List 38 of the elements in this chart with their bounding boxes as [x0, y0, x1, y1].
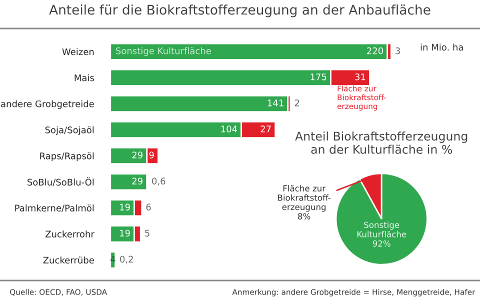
pie-slice	[335, 172, 428, 266]
chart-title: Anteil Biokraftstofferzeugung an der Kulturfläche in %	[295, 131, 468, 154]
data-label: 31	[355, 73, 366, 80]
data-label: 27	[260, 126, 271, 132]
y-tick-label: andere Grobgetreide	[1, 100, 94, 110]
bar	[110, 94, 289, 112]
data-label: 0,2	[120, 256, 133, 264]
data-label: 19	[120, 230, 130, 237]
y-tick-label: Raps/Rapsöl	[40, 152, 94, 162]
bar	[110, 173, 148, 191]
text: in Mio. ha	[420, 44, 463, 51]
y-tick-label: Soja/Sojaöl	[45, 126, 94, 136]
data-label: 29	[132, 152, 142, 158]
y-tick-label: Mais	[74, 74, 94, 82]
series-label: Sonstige Kulturfläche	[116, 47, 211, 56]
data-label: 8%	[298, 213, 310, 220]
data-label: 0,6	[152, 178, 166, 186]
y-tick-label: SoBlu/SoBlu-Öl	[28, 177, 94, 186]
data-label: 9	[149, 152, 154, 158]
data-label: 5	[145, 230, 150, 237]
slice-label: Sonstige Kulturfläche	[357, 222, 406, 238]
chart-title: Anteile für die Biokraftstofferzeugung an der Anbaufläche	[49, 4, 430, 18]
data-label: 6	[146, 204, 151, 211]
bar	[110, 42, 388, 60]
data-label: 141	[268, 100, 284, 106]
y-tick-label: Zuckerrohr	[45, 230, 94, 238]
data-label: 29	[132, 178, 142, 184]
data-label: 2	[294, 100, 300, 106]
data-label: 3	[396, 47, 400, 54]
data-label: 92%	[372, 240, 390, 247]
slice-label: Fläche zur Biokraftstoff- erzeugung	[278, 185, 331, 212]
data-label: 175	[310, 74, 326, 80]
y-tick-label: Zuckerrübe	[43, 256, 94, 264]
y-tick-label: Weizen	[62, 48, 94, 56]
y-tick-label: Palmkerne/Palmöl	[15, 204, 94, 212]
data-label: 220	[367, 47, 383, 54]
data-label: 19	[120, 204, 130, 211]
data-label: 104	[221, 126, 238, 132]
